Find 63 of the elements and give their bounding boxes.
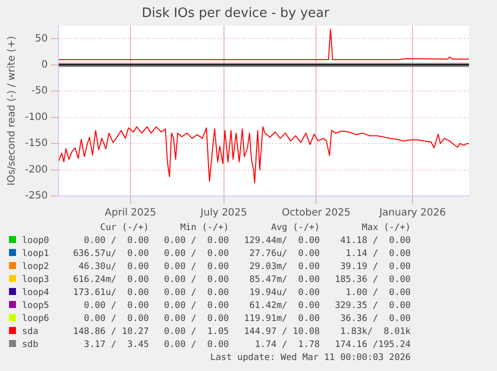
legend-label: loop0 <box>22 236 50 246</box>
text: 29.03m/ 0.00 <box>248 261 321 274</box>
text: 119.91m/ 0.00 <box>242 313 321 326</box>
x-tick-label: July 2025 <box>200 208 248 219</box>
text: 0.00 / 0.00 <box>162 248 230 261</box>
text: 173.61u/ 0.00 <box>72 287 150 300</box>
text: 41.18 / 0.00 <box>339 235 412 248</box>
y-tick-label: -50 <box>31 86 48 97</box>
text: 129.44m/ 0.00 <box>242 235 321 248</box>
text: 27.76u/ 0.00 <box>248 248 321 261</box>
y-tick-label: -150 <box>24 138 48 150</box>
text: 0.00 / 0.00 <box>162 300 230 313</box>
text: 0.00 / 0.00 <box>162 274 230 287</box>
text: 0.00 / 0.00 <box>162 339 230 352</box>
x-tick-label: October 2025 <box>282 208 350 219</box>
text: 0.00 / 0.00 <box>162 313 230 326</box>
text: Last update: Wed Mar 11 00:00:03 2026 <box>209 352 412 365</box>
text: 46.30u/ 0.00 <box>78 261 150 274</box>
text: 19.94u/ 0.00 <box>248 287 321 300</box>
text: 0.00 / 0.00 <box>82 300 150 313</box>
text: Min (-/+) <box>179 222 230 235</box>
text: 3.17 / 3.45 <box>82 339 150 352</box>
y-tick-label: -250 <box>24 190 48 202</box>
text: 174.16 /195.24 <box>334 339 412 352</box>
y-axis-title: IOs/second read (-) / write (+) <box>6 36 18 186</box>
text: 144.97 / 10.08 <box>242 326 321 339</box>
text: 0.00 / 0.00 <box>162 235 230 248</box>
legend-label: loop3 <box>22 275 50 285</box>
legend-label: sdb <box>22 340 38 350</box>
text: 329.35 / 0.00 <box>334 300 412 313</box>
text: 1.00 / 0.00 <box>344 287 412 300</box>
text: 36.36 / 0.00 <box>339 313 412 326</box>
chart-title: Disk IOs per device - by year <box>142 6 330 22</box>
y-tick-label: 50 <box>34 33 48 44</box>
y-tick-label: -100 <box>24 112 48 123</box>
text: 616.24m/ 0.00 <box>72 274 150 287</box>
x-tick-label: April 2025 <box>104 208 156 219</box>
text: 1.14 / 0.00 <box>344 248 412 261</box>
y-tick-label: 0 <box>41 60 48 71</box>
legend-label: loop1 <box>22 249 50 259</box>
text: 61.42m/ 0.00 <box>248 300 321 313</box>
text: 0.00 / 1.05 <box>162 326 230 339</box>
text: 85.47m/ 0.00 <box>248 274 321 287</box>
text: Max (-/+) <box>360 222 412 235</box>
legend-label: sda <box>22 327 38 337</box>
text: 148.86 / 10.27 <box>72 326 150 339</box>
text: Avg (-/+) <box>270 222 321 235</box>
text: 1.83k/ 8.01k <box>339 326 412 339</box>
legend-label: loop6 <box>22 314 50 324</box>
legend-label: loop2 <box>22 262 50 272</box>
x-tick-label: January 2026 <box>378 208 446 219</box>
text: 0.00 / 0.00 <box>82 313 150 326</box>
text: 0.00 / 0.00 <box>162 287 230 300</box>
legend-label: loop4 <box>22 288 50 298</box>
text: 1.74 / 1.78 <box>254 339 321 352</box>
text: 185.36 / 0.00 <box>334 274 412 287</box>
text: 636.57u/ 0.00 <box>72 248 150 261</box>
text: 39.19 / 0.00 <box>339 261 412 274</box>
text: 0.00 / 0.00 <box>82 235 150 248</box>
text: Cur (-/+) <box>99 222 150 235</box>
legend-label: loop5 <box>22 301 50 311</box>
text: 0.00 / 0.00 <box>162 261 230 274</box>
y-tick-label: -200 <box>24 164 48 176</box>
